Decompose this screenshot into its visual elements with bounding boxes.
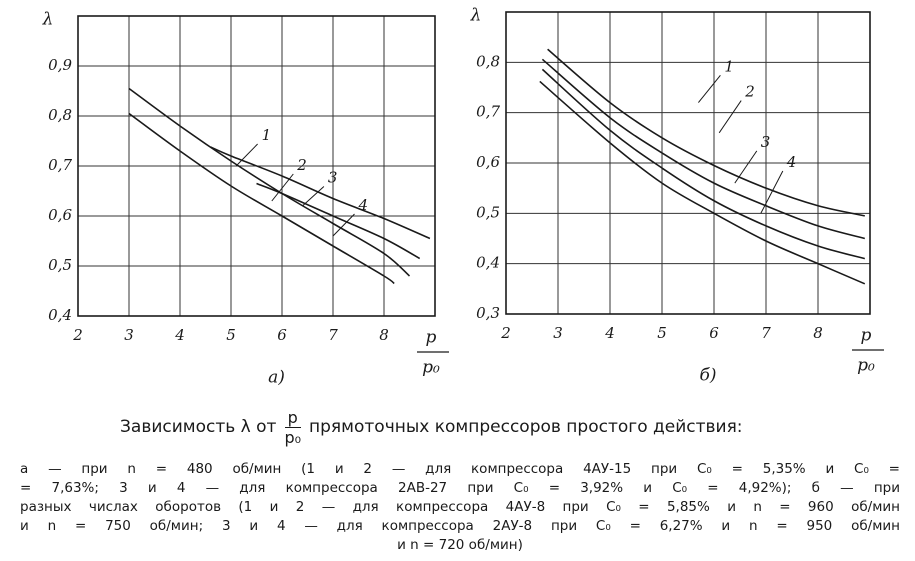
leader-line — [698, 75, 721, 103]
plot-frame — [505, 11, 871, 315]
series-label: 3 — [761, 133, 771, 151]
y-tick-label: 0,7 — [476, 103, 500, 121]
series-line — [128, 112, 395, 285]
x-tick-label: 4 — [174, 326, 185, 344]
subcaption: а) — [268, 368, 285, 388]
leader-line — [760, 170, 784, 214]
y-tick-label: 0,8 — [48, 106, 72, 124]
y-tick-label: 0,6 — [48, 206, 72, 224]
x-tick-label: 5 — [657, 324, 667, 342]
note-line: = 7,63%; 3 и 4 — для компрессора 2АВ-27 … — [20, 480, 900, 496]
x-tick-label: 6 — [277, 326, 287, 344]
x-tick-label: 2 — [500, 324, 511, 342]
x-tick-label: 5 — [226, 326, 236, 344]
y-axis-label: λ — [42, 10, 54, 30]
note-line: а — при n = 480 об/мин (1 и 2 — для комп… — [20, 461, 900, 477]
y-tick-label: 0,9 — [48, 56, 72, 74]
series-label: 1 — [724, 57, 734, 75]
series-label: 1 — [262, 126, 272, 144]
y-tick-label: 0,4 — [48, 306, 72, 324]
series-label: 4 — [358, 196, 369, 214]
series-line — [210, 146, 431, 240]
leader-line — [332, 213, 355, 237]
leader-line — [235, 143, 258, 167]
notes: а — при n = 480 об/мин (1 и 2 — для комп… — [20, 460, 900, 555]
caption-denominator: p₀ — [284, 427, 302, 447]
x-tick-label: 3 — [124, 326, 134, 344]
x-tick-label: 7 — [328, 326, 338, 344]
leader-line — [302, 186, 325, 207]
series-label: 4 — [786, 153, 797, 171]
series-label: 2 — [744, 83, 755, 101]
leader-line — [271, 173, 294, 202]
series-label: 2 — [296, 156, 307, 174]
y-tick-label: 0,3 — [476, 304, 500, 322]
note-line: и n = 720 об/мин) — [397, 537, 523, 553]
x-tick-label: 2 — [72, 326, 83, 344]
series-line — [541, 68, 866, 260]
y-tick-label: 0,8 — [476, 52, 500, 70]
y-tick-label: 0,5 — [476, 203, 500, 221]
x-tick-label: 4 — [604, 324, 615, 342]
y-tick-label: 0,7 — [48, 156, 72, 174]
leader-line — [718, 100, 742, 134]
plot-frame — [77, 15, 436, 317]
series-line — [256, 182, 421, 260]
x-tick-label: 8 — [813, 324, 823, 342]
caption-numerator: p — [284, 408, 301, 428]
series-label: 3 — [328, 169, 338, 187]
y-tick-label: 0,5 — [48, 256, 72, 274]
y-tick-label: 0,6 — [476, 153, 500, 171]
series-line — [547, 48, 865, 217]
caption-text: Зависимость λ от — [120, 417, 277, 437]
x-tick-label: 7 — [761, 324, 771, 342]
y-axis-label: λ — [470, 6, 482, 26]
x-axis-label-denominator: p₀ — [422, 358, 440, 378]
x-tick-label: 6 — [709, 324, 719, 342]
x-tick-label: 8 — [379, 326, 389, 344]
note-line: и n = 750 об/мин; 3 и 4 — для компрессор… — [20, 518, 900, 534]
x-axis-label-denominator: p₀ — [857, 356, 875, 376]
x-tick-label: 3 — [553, 324, 563, 342]
note-line: разных числах оборотов (1 и 2 — для комп… — [20, 499, 900, 515]
series-line — [128, 87, 411, 277]
x-axis-label-numerator: p — [861, 326, 872, 346]
caption-text: прямоточных компрессоров простого действ… — [309, 417, 743, 437]
leader-line — [734, 150, 758, 184]
x-axis-label-numerator: p — [426, 328, 437, 348]
subcaption: б) — [699, 366, 716, 386]
series-line — [541, 58, 866, 240]
series-line — [539, 80, 866, 285]
caption: Зависимость λ от p p₀ прямоточных компре… — [120, 402, 910, 452]
y-tick-label: 0,4 — [476, 254, 500, 272]
caption-fraction: p p₀ — [284, 408, 301, 447]
